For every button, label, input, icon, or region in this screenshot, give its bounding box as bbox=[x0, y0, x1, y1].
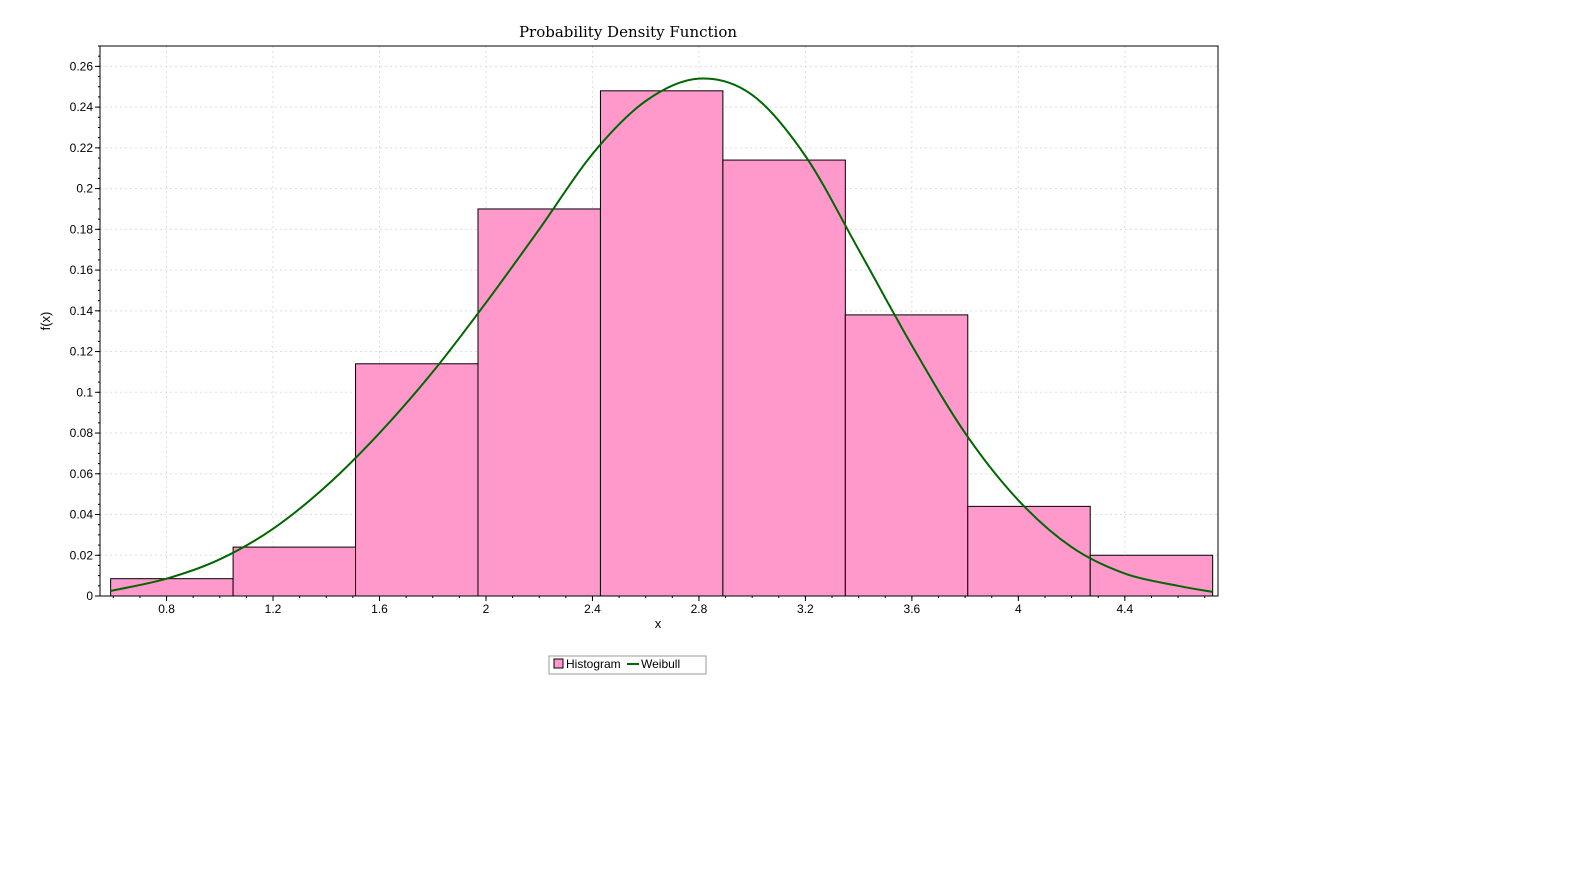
histogram-bar bbox=[355, 363, 479, 597]
histogram-bar bbox=[1089, 554, 1214, 597]
x-tick-label: 2.8 bbox=[691, 602, 708, 616]
histogram-bar bbox=[599, 90, 724, 597]
x-tick-label: 3.6 bbox=[904, 602, 921, 616]
y-tick-label: 0 bbox=[86, 589, 93, 603]
y-tick-label: 0.14 bbox=[70, 304, 94, 318]
y-tick-label: 0.18 bbox=[70, 222, 94, 236]
histogram-bars bbox=[110, 90, 1214, 597]
histogram-bar bbox=[232, 546, 357, 597]
x-tick-label: 4.4 bbox=[1116, 602, 1133, 616]
y-tick-label: 0.16 bbox=[70, 263, 94, 277]
x-tick-label: 2.4 bbox=[584, 602, 601, 616]
x-tick-label: 1.2 bbox=[265, 602, 282, 616]
y-axis-label: f(x) bbox=[38, 312, 53, 331]
histogram-bar bbox=[477, 208, 601, 597]
y-tick-label: 0.22 bbox=[70, 141, 94, 155]
histogram-bar bbox=[967, 505, 1091, 597]
x-tick-label: 3.2 bbox=[797, 602, 814, 616]
x-tick-label: 0.8 bbox=[158, 602, 175, 616]
x-axis-ticks: 0.8 1.2 1.6 2 2.4 2.8 3.2 3.6 4 4.4 bbox=[112, 596, 1206, 616]
legend-histogram-swatch bbox=[553, 658, 564, 669]
chart-title: Probability Density Function bbox=[519, 23, 737, 41]
y-tick-label: 0.08 bbox=[70, 426, 94, 440]
histogram-bar bbox=[722, 159, 846, 597]
x-tick-label: 4 bbox=[1015, 602, 1022, 616]
legend-weibull-label: Weibull bbox=[641, 657, 680, 671]
y-tick-label: 0.2 bbox=[76, 182, 93, 196]
y-tick-label: 0.06 bbox=[70, 467, 94, 481]
x-tick-label: 2 bbox=[483, 602, 490, 616]
y-tick-label: 0.1 bbox=[76, 385, 93, 399]
y-tick-label: 0.02 bbox=[70, 548, 94, 562]
y-axis-ticks: 0 0.02 0.04 0.06 0.08 0.1 0.12 0.14 0.16 0.18 0.2 0… bbox=[70, 45, 100, 603]
legend: Histogram Weibull bbox=[548, 655, 707, 675]
legend-histogram-label: Histogram bbox=[566, 657, 621, 671]
y-tick-label: 0.24 bbox=[70, 100, 94, 114]
x-axis-label: x bbox=[655, 616, 662, 631]
histogram-bar bbox=[844, 314, 969, 597]
y-tick-label: 0.04 bbox=[70, 508, 94, 522]
x-tick-label: 1.6 bbox=[371, 602, 388, 616]
weibull-curve bbox=[110, 77, 1213, 593]
y-tick-label: 0.26 bbox=[70, 59, 94, 73]
y-tick-label: 0.12 bbox=[70, 345, 94, 359]
